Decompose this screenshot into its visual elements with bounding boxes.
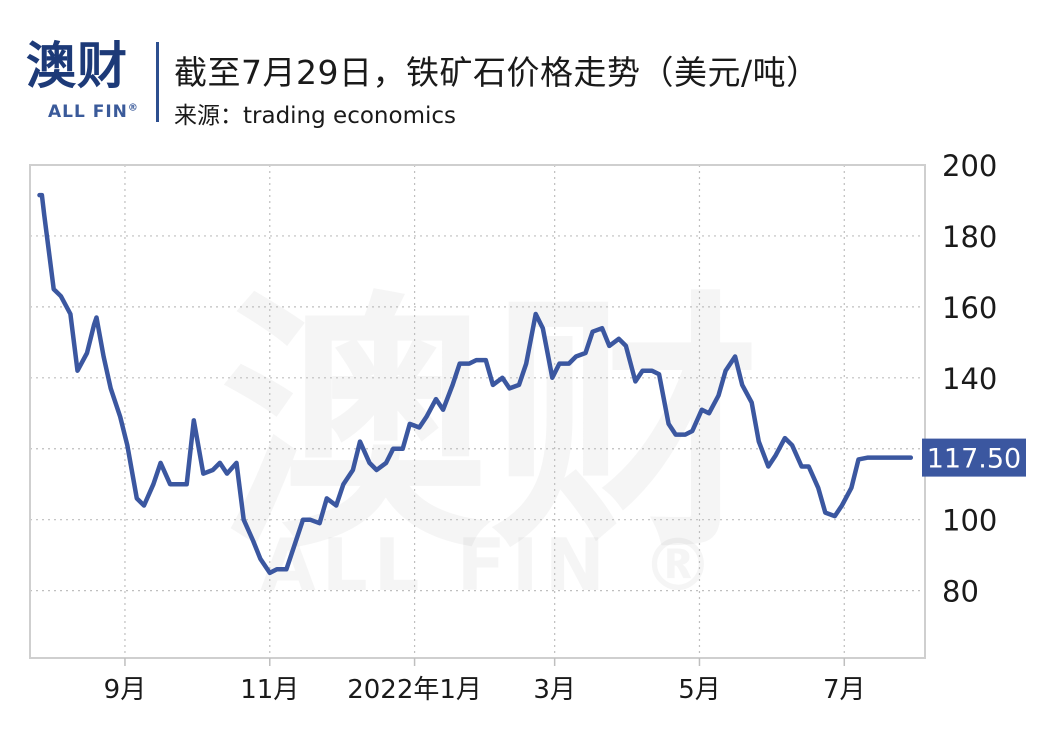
x-tick-label: 5月 [678, 675, 721, 705]
price-series-line [37, 192, 914, 576]
x-tick-label: 11月 [240, 675, 299, 705]
y-tick-label: 200 [942, 149, 997, 183]
chart-title: 截至7月29日，铁矿石价格走势（美元/吨） [174, 53, 820, 92]
y-tick-label: 80 [942, 575, 979, 609]
header-divider [156, 42, 159, 122]
x-tick-label: 7月 [823, 675, 866, 705]
x-tick-label: 9月 [104, 675, 147, 705]
y-tick-label: 140 [942, 362, 997, 396]
y-tick-label: 160 [942, 291, 997, 325]
y-tick-label: 180 [942, 220, 997, 254]
plot-frame [29, 164, 926, 659]
y-tick-label: 100 [942, 504, 997, 538]
chart-source: 来源：trading economics [174, 103, 456, 129]
watermark: 澳财 ALL FIN ® [220, 269, 760, 607]
x-tick-label: 2022年1月 [347, 675, 482, 705]
last-value-label: 117.50 [922, 438, 1026, 477]
last-value-text: 117.50 [927, 444, 1021, 475]
x-tick-label: 3月 [533, 675, 576, 705]
brand-name-en: ALL FIN® [48, 102, 139, 122]
last-value-badge [922, 438, 1026, 477]
x-axis: 9月 11月 2022年1月 3月 5月 7月 [104, 658, 866, 705]
series-layer [37, 192, 914, 576]
brand-logo: 澳财 ALL FIN® [26, 36, 150, 126]
y-axis: 80 100 140 160 180 200 [942, 149, 997, 609]
brand-name-cn: 澳财 [26, 37, 128, 95]
watermark-en: ALL FIN ® [260, 523, 720, 607]
registered-mark: ® [127, 102, 139, 114]
